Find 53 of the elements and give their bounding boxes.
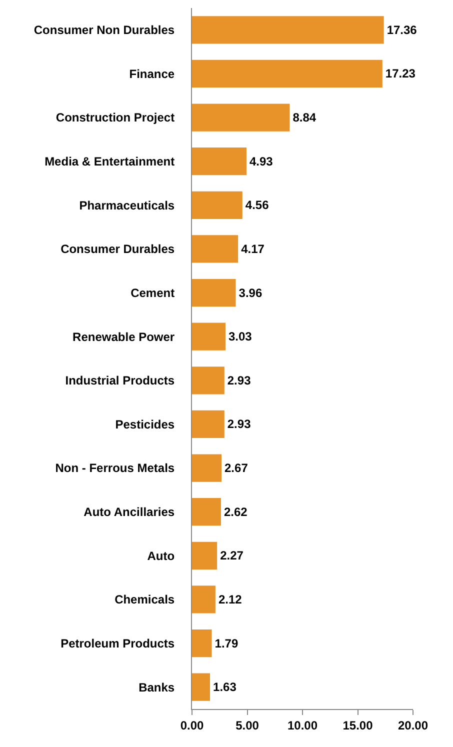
data-label: 4.17 [241,242,265,256]
y-tick-label: Finance [129,66,175,81]
data-label: 2.93 [227,373,252,388]
y-tick-label: Industrial Products [65,374,175,388]
y-tick-label: Petroleum Products [60,636,175,650]
x-tick-label: 0.00 [180,718,204,732]
bar [192,148,246,176]
x-tick-label: 10.00 [287,718,318,732]
bar [192,191,242,219]
data-label: 3.96 [238,286,262,300]
bar [192,104,290,132]
y-tick-label: Pesticides [115,417,175,432]
bar [192,586,216,614]
y-tick-label: Cement [130,286,175,300]
data-label: 2.12 [218,592,242,606]
bar [192,454,222,482]
data-label: 2.62 [224,504,248,519]
bar [192,542,218,570]
data-label: 1.79 [214,636,238,650]
bar [192,629,212,658]
data-label: 17.23 [385,66,416,81]
y-tick-label: Auto [147,548,175,563]
data-label: 3.03 [228,330,252,344]
data-label: 2.27 [220,548,244,563]
bar [192,322,226,350]
bar [192,673,210,701]
y-tick-label: Chemicals [114,592,175,607]
bar [192,235,238,263]
bar [192,60,382,88]
data-label: 4.93 [249,154,274,168]
y-tick-label: Banks [138,680,175,694]
y-tick-label: Non - Ferrous Metals [55,461,175,476]
data-label: 2.93 [227,417,252,432]
data-label: 4.56 [245,198,270,212]
y-tick-label: Auto Ancillaries [84,505,175,520]
data-label: 17.36 [386,22,418,37]
data-label: 1.63 [213,680,237,694]
bar [192,366,224,394]
bar [192,410,224,438]
y-tick-label: Consumer Durables [60,242,175,256]
data-label: 2.67 [224,461,248,476]
y-tick-label: Media & Entertainment [44,154,175,169]
x-tick-label: 5.00 [236,718,260,732]
x-tick-label: 15.00 [342,718,374,732]
x-tick-label: 20.00 [398,718,428,732]
y-tick-label: Pharmaceuticals [79,198,175,212]
bar [192,278,236,307]
bar [192,16,384,44]
y-tick-label: Consumer Non Durables [34,23,175,38]
y-tick-label: Construction Project [56,110,175,125]
data-label: 8.84 [292,110,316,125]
bar [192,498,221,526]
y-tick-label: Renewable Power [72,330,175,344]
